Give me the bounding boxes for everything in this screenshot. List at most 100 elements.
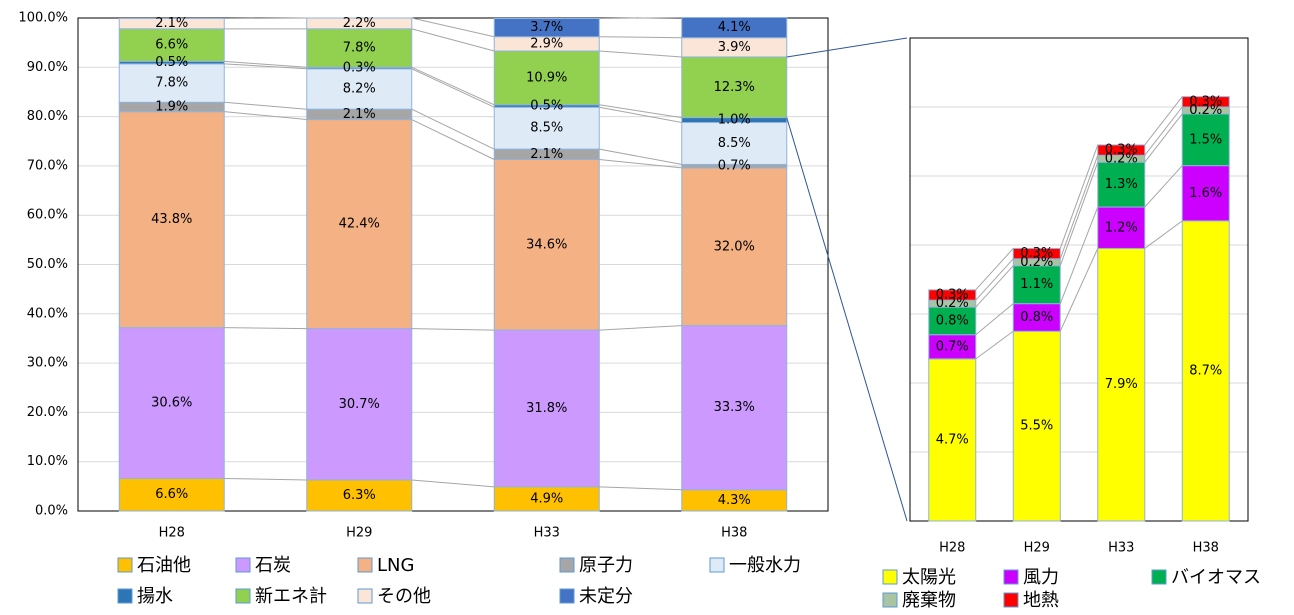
data-label: 0.7% bbox=[718, 159, 751, 174]
y-tick-label: 30.0% bbox=[27, 356, 68, 371]
legend-swatch bbox=[1151, 569, 1167, 585]
bar-segment bbox=[681, 167, 788, 327]
data-label: 3.9% bbox=[718, 40, 751, 55]
data-label: 8.7% bbox=[1189, 363, 1222, 378]
connector-line bbox=[975, 248, 1014, 291]
connector-line bbox=[599, 36, 682, 39]
connector-line bbox=[411, 479, 495, 488]
legend-label: 未定分 bbox=[579, 586, 633, 607]
bar-segment bbox=[306, 68, 413, 110]
connector-line bbox=[1059, 206, 1099, 304]
bar-segment bbox=[118, 28, 225, 62]
data-label: 0.2% bbox=[1105, 151, 1138, 166]
connector-line bbox=[599, 50, 682, 58]
legend-label: 風力 bbox=[1023, 567, 1059, 588]
legend-label: その他 bbox=[377, 586, 431, 607]
data-label: 32.0% bbox=[714, 239, 755, 254]
bar-segment bbox=[306, 119, 413, 330]
legend-swatch bbox=[117, 557, 133, 573]
legend-label: 石油他 bbox=[137, 555, 191, 576]
bar-segment bbox=[1097, 144, 1146, 156]
data-label: 2.2% bbox=[343, 16, 376, 31]
data-label: 1.2% bbox=[1105, 220, 1138, 235]
connector-line bbox=[1144, 96, 1183, 146]
connector-line bbox=[411, 17, 495, 38]
x-tick-label: H33 bbox=[534, 526, 560, 541]
legend-label: 太陽光 bbox=[902, 567, 956, 588]
data-label: 34.6% bbox=[526, 237, 567, 252]
connector-line bbox=[411, 68, 495, 108]
data-label: 1.9% bbox=[155, 99, 188, 114]
bar-segment bbox=[306, 479, 413, 512]
data-label: 0.3% bbox=[1020, 246, 1053, 261]
legend-swatch bbox=[117, 588, 133, 604]
legend-swatch bbox=[235, 557, 251, 573]
data-label: 8.5% bbox=[718, 136, 751, 151]
data-label: 30.7% bbox=[339, 397, 380, 412]
legend-swatch bbox=[709, 557, 725, 573]
connector-line bbox=[411, 119, 495, 160]
data-label: 0.3% bbox=[936, 288, 969, 303]
bar-segment bbox=[1097, 206, 1146, 249]
legend-swatch bbox=[1003, 569, 1019, 585]
data-label: 1.1% bbox=[1020, 277, 1053, 292]
bar-segment bbox=[493, 50, 600, 106]
data-label: 42.4% bbox=[339, 217, 380, 232]
connector-line bbox=[599, 106, 682, 124]
connector-line bbox=[411, 28, 495, 52]
y-tick-label: 70.0% bbox=[27, 158, 68, 173]
connector-line bbox=[411, 328, 495, 331]
data-label: 0.5% bbox=[155, 55, 188, 70]
connector-line bbox=[599, 158, 682, 169]
legend-label: 石炭 bbox=[255, 555, 291, 576]
legend-swatch bbox=[357, 557, 373, 573]
data-label: 12.3% bbox=[714, 80, 755, 95]
bar-segment bbox=[681, 17, 788, 39]
bar-segment bbox=[1097, 161, 1146, 208]
plot-frame bbox=[909, 37, 1249, 522]
connector-line bbox=[224, 60, 307, 68]
data-label: 1.3% bbox=[1105, 177, 1138, 192]
connector-line bbox=[224, 327, 307, 330]
data-label: 6.6% bbox=[155, 38, 188, 53]
y-tick-label: 60.0% bbox=[27, 208, 68, 223]
legend-label: 地熱 bbox=[1023, 590, 1059, 611]
bar-segment bbox=[1012, 330, 1061, 522]
x-tick-label: H28 bbox=[939, 541, 965, 556]
y-tick-label: 10.0% bbox=[27, 454, 68, 469]
legend-label: 新エネ計 bbox=[255, 586, 327, 607]
data-label: 10.9% bbox=[526, 70, 567, 85]
data-label: 3.7% bbox=[530, 20, 563, 35]
connector-line bbox=[975, 330, 1014, 360]
bar-segment bbox=[118, 111, 225, 329]
y-tick-label: 50.0% bbox=[27, 257, 68, 272]
legend-swatch bbox=[357, 588, 373, 604]
bar-segment bbox=[1012, 303, 1061, 332]
connector-line bbox=[975, 258, 1014, 301]
bar-segment bbox=[118, 63, 225, 103]
connector-line bbox=[411, 66, 495, 106]
data-label: 30.6% bbox=[151, 396, 192, 411]
x-tick-label: H33 bbox=[1108, 541, 1134, 556]
connector-line bbox=[599, 104, 682, 119]
x-tick-label: H29 bbox=[1024, 541, 1050, 556]
connector-line bbox=[599, 325, 682, 331]
legend-label: 揚水 bbox=[137, 586, 173, 607]
x-tick-label: H29 bbox=[346, 526, 372, 541]
connector-line bbox=[224, 477, 307, 481]
data-label: 6.3% bbox=[343, 488, 376, 503]
y-tick-label: 40.0% bbox=[27, 306, 68, 321]
y-tick-label: 80.0% bbox=[27, 109, 68, 124]
connector-line bbox=[599, 486, 682, 491]
data-label: 0.5% bbox=[530, 99, 563, 114]
data-label: 4.9% bbox=[530, 491, 563, 506]
legend-label: 原子力 bbox=[579, 555, 633, 576]
data-label: 0.8% bbox=[1020, 310, 1053, 325]
bar-segment bbox=[118, 17, 225, 30]
legend-swatch bbox=[559, 557, 575, 573]
connector-line bbox=[1059, 144, 1099, 249]
x-tick-label: H38 bbox=[1193, 541, 1219, 556]
data-label: 4.7% bbox=[936, 432, 969, 447]
legend-label: 廃棄物 bbox=[902, 590, 956, 611]
zoom-line bbox=[786, 37, 908, 58]
